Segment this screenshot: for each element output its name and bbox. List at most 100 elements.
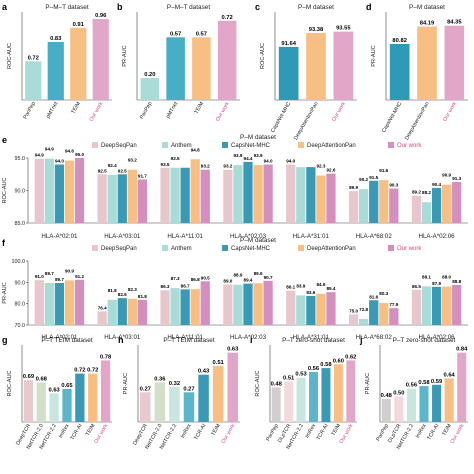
data-label: 89.7 bbox=[55, 277, 64, 282]
data-label: 0.62 bbox=[345, 354, 356, 360]
x-tick-label: TCR-AI bbox=[316, 423, 330, 441]
x-tick-label: HLA-A*02:03 bbox=[230, 334, 267, 341]
data-label: 0.68 bbox=[36, 376, 48, 382]
bar bbox=[62, 389, 72, 422]
data-label: 80.82 bbox=[392, 38, 407, 44]
legend-label: Our work bbox=[397, 143, 422, 149]
bar bbox=[306, 32, 326, 100]
data-label: 92.5 bbox=[118, 168, 127, 173]
bar bbox=[263, 164, 273, 223]
data-label: 92.4 bbox=[108, 163, 117, 168]
data-label: 0.63 bbox=[48, 387, 60, 393]
bar bbox=[44, 158, 54, 223]
x-tick-label: TEIM bbox=[194, 101, 206, 115]
y-axis-label: ROC-AUC bbox=[260, 43, 266, 69]
panel-d: d P–M dataset PR-AUC 80.82 CapsNet-MHC 84.19 D… bbox=[366, 2, 468, 141]
data-label: 84.6 bbox=[316, 282, 325, 287]
data-label: 0.51 bbox=[212, 360, 224, 366]
data-label: 89.2 bbox=[412, 190, 421, 195]
y-tick-label: 100.0 bbox=[12, 259, 26, 265]
legend-swatch bbox=[388, 142, 394, 148]
legend-label: DeepAttentionPan bbox=[307, 246, 356, 252]
panel-j: j P–T zero-shot datasetPR-AUC0.48PanPep0.… bbox=[359, 335, 468, 450]
data-label: 91.7 bbox=[138, 173, 147, 178]
x-tick-label: HLA-A*02:01 bbox=[41, 233, 78, 240]
legend-swatch bbox=[298, 142, 304, 148]
y-tick-label: 70.0 bbox=[15, 323, 26, 329]
bar bbox=[296, 377, 306, 422]
data-label: 83.9 bbox=[296, 283, 305, 288]
x-tick-label: TCR-AI bbox=[193, 423, 207, 441]
bar bbox=[23, 380, 34, 422]
panel-letter: c bbox=[255, 2, 260, 12]
panel-title: P–T TEIM dataset bbox=[163, 337, 214, 344]
data-label: 77.9 bbox=[389, 302, 398, 307]
x-tick-label: HLA-A*31:01 bbox=[293, 334, 330, 341]
bar bbox=[379, 180, 389, 223]
x-tick-label: HLA-A*03:01 bbox=[104, 233, 141, 240]
legend-label: DeepSeqPan bbox=[101, 143, 137, 149]
bar bbox=[326, 292, 336, 325]
bar bbox=[25, 61, 42, 100]
bar bbox=[406, 388, 416, 422]
panel-title: P–M dataset bbox=[240, 237, 276, 244]
bar bbox=[166, 37, 185, 100]
bar bbox=[223, 169, 233, 223]
panel-letter: h bbox=[118, 335, 124, 345]
x-tick-label: HLA-A*03:01 bbox=[104, 334, 141, 341]
bar bbox=[180, 167, 190, 223]
bar bbox=[117, 174, 127, 223]
x-tick-label: PanPep bbox=[139, 101, 154, 120]
panel-title: P–T zero-shot dataset bbox=[393, 337, 456, 344]
bar bbox=[389, 308, 399, 325]
data-label: 0.32 bbox=[169, 381, 180, 387]
bar bbox=[394, 396, 404, 422]
x-tick-label: TEIM bbox=[331, 423, 343, 437]
bar bbox=[140, 392, 151, 422]
bar bbox=[421, 202, 432, 223]
bar bbox=[100, 360, 111, 422]
data-label: 0.63 bbox=[227, 347, 239, 353]
x-tick-label: HLA-A*02:06 bbox=[419, 334, 456, 341]
data-label: 91.64 bbox=[281, 41, 296, 47]
x-tick-label: ImRex bbox=[58, 423, 71, 440]
data-label: 0.48 bbox=[271, 381, 283, 387]
bar bbox=[137, 299, 148, 325]
data-label: 91.3 bbox=[452, 176, 461, 181]
bar bbox=[431, 187, 442, 223]
bar bbox=[452, 284, 462, 325]
data-label: 0.57 bbox=[196, 31, 207, 37]
bar bbox=[296, 295, 306, 325]
data-label: 94.6 bbox=[65, 149, 74, 154]
bar bbox=[183, 392, 195, 422]
bar bbox=[316, 175, 326, 223]
bar bbox=[411, 195, 422, 223]
legend-label: Our work bbox=[397, 246, 422, 252]
legend-label: DeepAttentionPan bbox=[307, 143, 356, 149]
data-label: 0.36 bbox=[154, 376, 166, 382]
legend-label: Anthem bbox=[171, 143, 192, 149]
legend-swatch bbox=[388, 245, 394, 251]
panel-a: a P–M–T dataset ROC-AUC 0.72 PanPep 0.83 pMTne… bbox=[2, 2, 112, 123]
data-label: 93.2 bbox=[201, 164, 210, 169]
data-label: 92.3 bbox=[316, 164, 325, 169]
x-tick-label: PanPep bbox=[22, 101, 37, 120]
legend-label: CapsNet-MHC bbox=[231, 246, 271, 252]
bar bbox=[88, 373, 98, 422]
data-label: 0.60 bbox=[333, 358, 344, 364]
data-label: 89.4 bbox=[244, 278, 253, 283]
bar bbox=[223, 284, 233, 325]
data-label: 0.91 bbox=[73, 22, 85, 28]
x-tick-label: HLA-A*68:02 bbox=[356, 233, 393, 240]
panel-title: P–M–T dataset bbox=[45, 4, 88, 11]
panel-title: P–T zero-shot dataset bbox=[282, 337, 345, 344]
bar bbox=[54, 282, 65, 325]
data-label: 93.5 bbox=[161, 162, 170, 167]
data-label: 0.56 bbox=[406, 383, 418, 389]
bar bbox=[442, 286, 452, 325]
data-label: 90.7 bbox=[264, 275, 273, 280]
data-label: 93.38 bbox=[309, 27, 324, 33]
data-label: 82.3 bbox=[128, 287, 137, 292]
data-label: 86.8 bbox=[191, 277, 200, 282]
